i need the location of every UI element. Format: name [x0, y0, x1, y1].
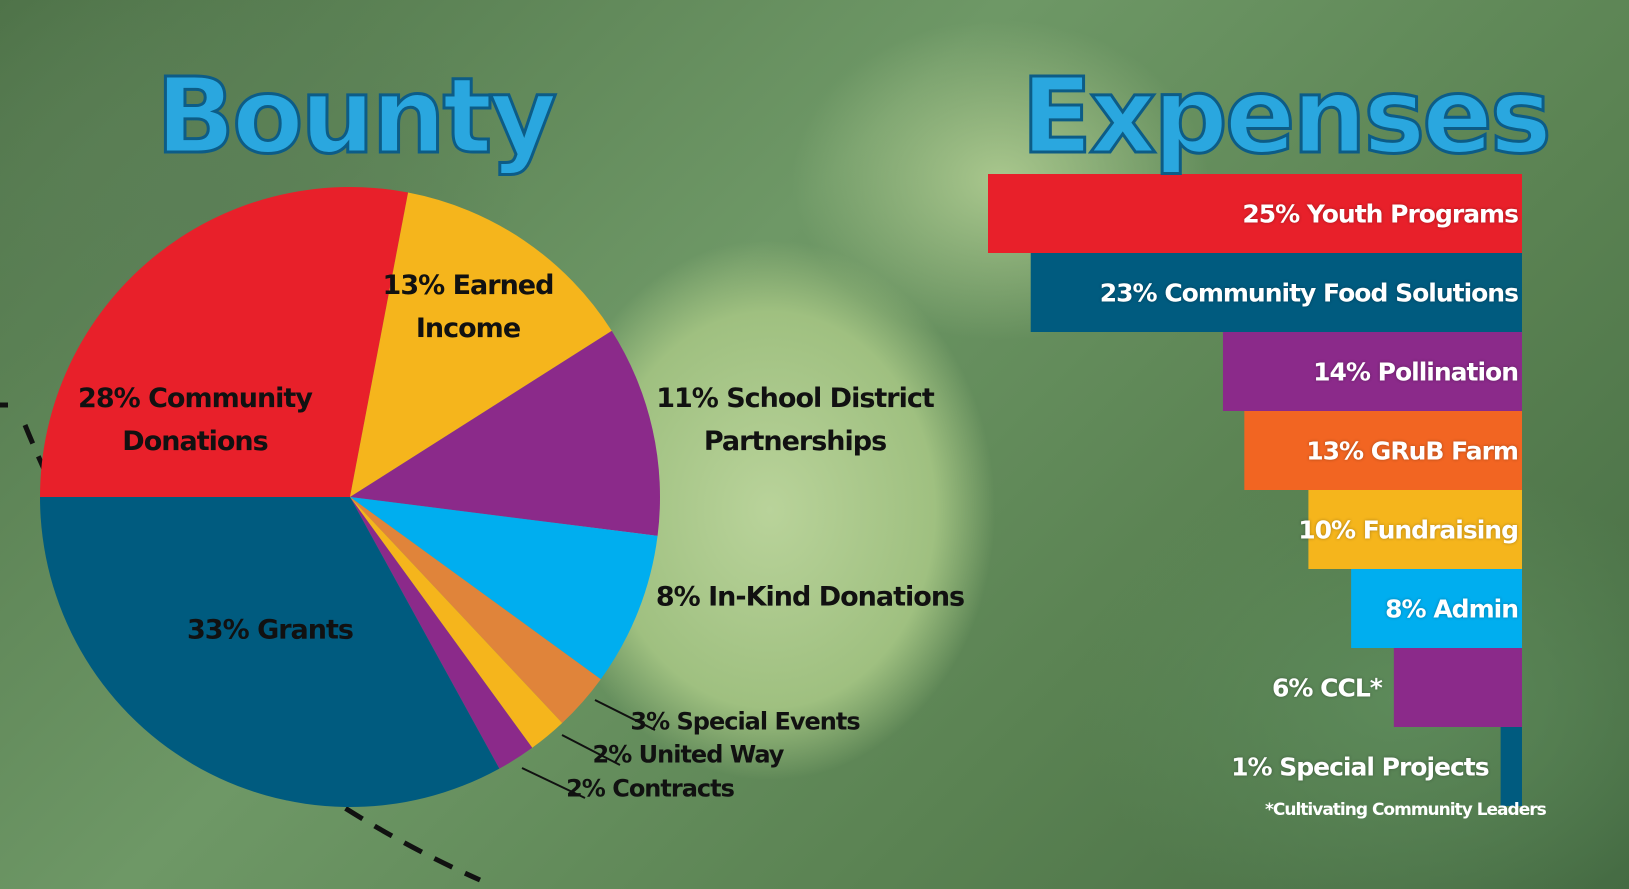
bar — [1308, 490, 1522, 569]
bar — [1030, 253, 1522, 332]
category-label: Special Events — [676, 707, 860, 736]
value-label: 23% — [1099, 278, 1158, 307]
pie-slice — [350, 192, 612, 497]
data-label: 13% Earned Income — [368, 264, 568, 350]
value-label: 13% — [382, 269, 446, 301]
data-label: 2% Contracts — [540, 775, 760, 804]
bar — [1500, 727, 1522, 806]
pie-slice — [40, 187, 409, 497]
category-label: Earned Income — [415, 269, 555, 344]
category-label: GRuB Farm — [1370, 436, 1519, 465]
data-label: 11% School District Partnerships — [635, 377, 955, 463]
data-label: 13% GRuB Farm — [1306, 436, 1519, 465]
category-label: United Way — [638, 740, 785, 769]
value-label: 2% — [592, 740, 633, 769]
category-label: Community Donations — [122, 382, 313, 457]
leader-line — [594, 699, 656, 731]
bar — [988, 174, 1522, 253]
data-label: 6% CCL* — [1271, 673, 1383, 702]
value-label: 3% — [630, 707, 670, 736]
pie-slice — [350, 497, 563, 748]
data-label: 23% Community Food Solutions — [1099, 278, 1519, 307]
data-label: 28% Community Donations — [45, 377, 345, 463]
pie-slice — [350, 497, 658, 680]
value-label: 14% — [1313, 357, 1371, 386]
data-label: 8% Admin — [1385, 594, 1519, 623]
category-label: CCL* — [1320, 673, 1383, 702]
category-label: Pollination — [1377, 357, 1519, 386]
category-label: Fundraising — [1362, 515, 1519, 544]
value-label: 33% — [187, 614, 250, 646]
value-label: 13% — [1306, 436, 1364, 465]
category-label: Contracts — [612, 774, 735, 803]
category-label: Youth Programs — [1306, 199, 1519, 228]
data-label: 14% Pollination — [1313, 357, 1519, 386]
category-label: Grants — [257, 614, 354, 646]
bar — [1222, 332, 1522, 411]
category-label: Special Projects — [1279, 752, 1489, 781]
bar — [1393, 648, 1522, 727]
data-label: 25% Youth Programs — [1242, 199, 1519, 228]
leader-line — [521, 767, 586, 799]
bar — [1244, 411, 1522, 490]
leader-lines — [521, 699, 656, 799]
footnote: *Cultivating Community Leaders — [1265, 800, 1547, 820]
pie-slice — [350, 497, 533, 769]
pie-slice — [40, 497, 500, 807]
leader-line — [561, 734, 621, 766]
data-label: 2% United Way — [578, 741, 798, 770]
value-label: 25% — [1242, 199, 1300, 228]
category-label: Admin — [1433, 594, 1519, 623]
category-label: School District Partnerships — [703, 382, 935, 457]
data-label: 33% Grants — [160, 608, 380, 651]
bar-chart — [988, 174, 1522, 806]
value-label: 6% — [1271, 673, 1313, 702]
data-label: 1% Special Projects — [1231, 752, 1490, 781]
value-label: 2% — [566, 774, 606, 803]
data-label: 10% Fundraising — [1298, 515, 1519, 544]
value-label: 28% — [78, 382, 141, 414]
pie-title: Bounty — [154, 54, 558, 179]
value-label: 1% — [1231, 752, 1272, 781]
pie-slice — [350, 330, 661, 536]
pie-chart — [40, 187, 661, 807]
value-label: 8% — [1385, 594, 1426, 623]
value-label: 11% — [656, 382, 719, 414]
bar-title: Expenses — [1020, 54, 1553, 179]
data-label: 8% In-Kind Donations — [630, 575, 990, 618]
data-label: 3% Special Events — [615, 708, 875, 737]
bar — [1351, 569, 1522, 648]
category-label: In-Kind Donations — [708, 581, 965, 613]
value-label: 10% — [1298, 515, 1356, 544]
pie-slice — [350, 497, 601, 723]
value-label: 8% — [655, 581, 701, 613]
category-label: Community Food Solutions — [1164, 278, 1519, 307]
